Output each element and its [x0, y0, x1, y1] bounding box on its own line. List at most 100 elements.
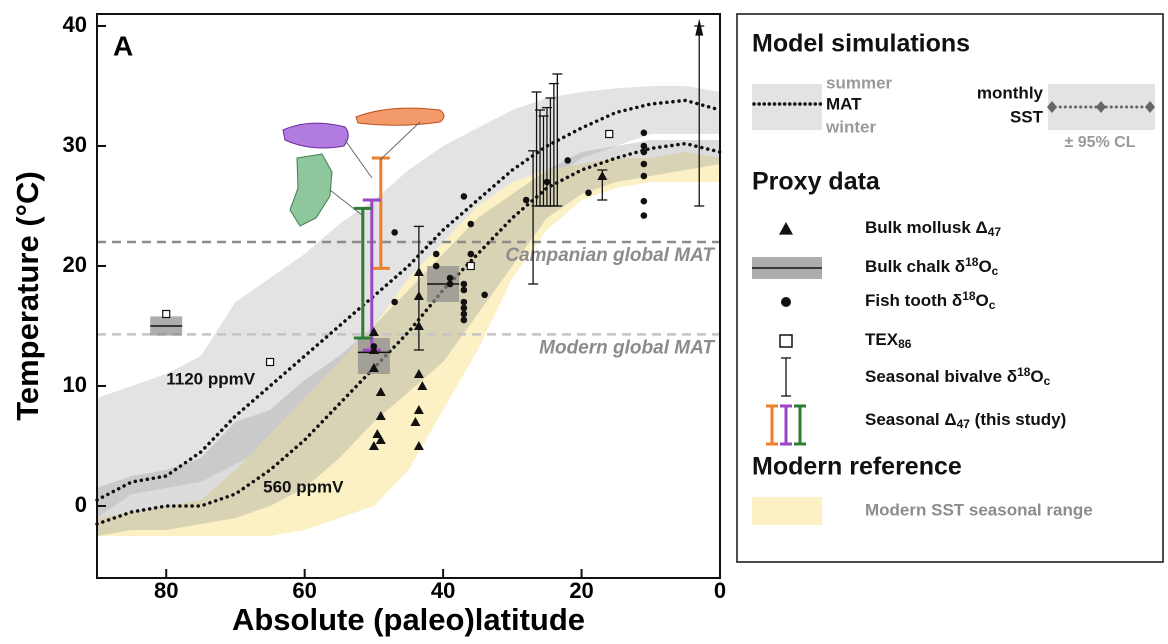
fish-dot: [460, 286, 468, 294]
label-part: 18: [965, 255, 979, 269]
fish-dot: [391, 298, 398, 306]
x-tick-label: 80: [154, 578, 178, 603]
legend-label: Seasonal Δ47 (this study): [865, 410, 1066, 430]
mollusk-triangle: [372, 429, 383, 438]
tex-square: [605, 129, 614, 139]
fish-dot: [585, 189, 592, 197]
label-part: 18: [962, 289, 976, 303]
fish-dot: [432, 262, 440, 270]
mollusk-triangle: [413, 321, 424, 330]
label-part: Bulk mollusk Δ: [865, 218, 988, 237]
shell-illustrations: [282, 107, 445, 227]
legend-text: monthly: [977, 83, 1044, 102]
legend-label: Fish tooth δ18Oc: [865, 289, 996, 312]
range-band: [97, 140, 720, 536]
fish-dot: [640, 148, 648, 156]
legend-text: winter: [825, 117, 876, 136]
label-part: c: [989, 298, 996, 312]
label-part: O: [976, 291, 989, 310]
plot-frame: [96, 13, 721, 579]
model-label: 1120 ppmV: [166, 369, 255, 388]
fish-dot: [460, 280, 468, 288]
legend-label: Modern SST seasonal range: [865, 500, 1093, 519]
fish-dot: [446, 280, 454, 288]
label-part: Seasonal Δ: [865, 410, 957, 429]
mollusk-triangle: [413, 267, 424, 276]
mollusk-triangle: [413, 441, 424, 450]
tex-square: [265, 357, 275, 367]
label-part: O: [1030, 367, 1043, 386]
label-part: 47: [988, 225, 1002, 239]
range-band: [97, 152, 720, 536]
label-part: 47: [957, 417, 971, 431]
legend-label: Seasonal bivalve δ18Oc: [865, 365, 1051, 388]
fish-dot: [460, 193, 468, 200]
label-part: 86: [898, 337, 912, 351]
fish-dot: [640, 142, 648, 150]
legend-dot: [781, 297, 791, 307]
y-tick-label: 20: [63, 252, 87, 277]
delta47-bar: [371, 156, 390, 270]
x-axis-label: Absolute (paleo)latitude: [232, 602, 585, 637]
fish-dot: [460, 304, 468, 312]
reference-label: Modern global MAT: [539, 337, 715, 358]
y-tick-label: 40: [63, 12, 87, 37]
legend-heading: Proxy data: [752, 168, 881, 196]
mollusk-triangle: [375, 411, 386, 420]
y-tick-label: 0: [75, 492, 87, 517]
mollusk-triangle: [597, 171, 608, 180]
fish-dot: [640, 160, 648, 168]
legend-frame: [736, 13, 1164, 563]
x-tick-label: 20: [569, 578, 593, 603]
model-line: [95, 98, 722, 502]
tex-square: [162, 309, 171, 319]
label-part: Bulk chalk δ: [865, 257, 965, 276]
mollusk-triangle: [368, 441, 379, 450]
orange-shell: [355, 107, 445, 126]
fish-dot: [467, 220, 475, 228]
fish-dot: [481, 291, 488, 299]
legend-square: [779, 334, 793, 348]
fish-dot: [370, 343, 378, 350]
mollusk-triangle: [368, 327, 379, 336]
legend-swatch: [752, 497, 822, 525]
label-part: Fish tooth δ: [865, 291, 962, 310]
label-part: c: [992, 264, 999, 278]
panel-label: A: [113, 30, 133, 61]
mollusk-triangle: [417, 381, 428, 390]
mollusk-triangle: [413, 369, 424, 378]
x-tick-label: 60: [292, 578, 316, 603]
purple-shell: [282, 122, 349, 149]
legend-text: MAT: [826, 94, 862, 113]
fish-dot: [522, 196, 530, 204]
fish-dot: [640, 172, 648, 180]
y-axis-label: Temperature (°C): [10, 171, 45, 421]
legend: Model simulations summer MAT winter monthly S…: [752, 30, 1155, 525]
mollusk-triangle: [413, 291, 424, 300]
legend-heading: Modern reference: [752, 453, 962, 481]
fish-dot: [391, 229, 398, 236]
mollusk-triangle: [375, 387, 386, 396]
legend-text: summer: [826, 73, 893, 92]
label-part: O: [978, 257, 991, 276]
y-tick-label: 10: [63, 372, 87, 397]
model-label: 560 ppmV: [263, 477, 344, 496]
legend-label: Bulk chalk δ18Oc: [865, 255, 999, 278]
x-tick-label: 0: [714, 578, 726, 603]
y-tick-label: 30: [63, 132, 87, 157]
label-part: Seasonal bivalve δ: [865, 367, 1017, 386]
mollusk-triangle: [410, 417, 421, 426]
pointer: [329, 189, 363, 216]
green-shell: [289, 153, 333, 227]
fish-dot: [640, 197, 648, 205]
fish-dot: [460, 316, 468, 324]
legend-label: Bulk mollusk Δ47: [865, 218, 1001, 238]
fish-dot: [460, 298, 468, 306]
mollusk-triangle: [413, 405, 424, 414]
fish-dot: [640, 212, 648, 219]
fish-dot: [640, 129, 648, 137]
legend-swatch: [752, 84, 822, 130]
fish-dot: [460, 310, 468, 318]
pointer: [344, 139, 373, 179]
